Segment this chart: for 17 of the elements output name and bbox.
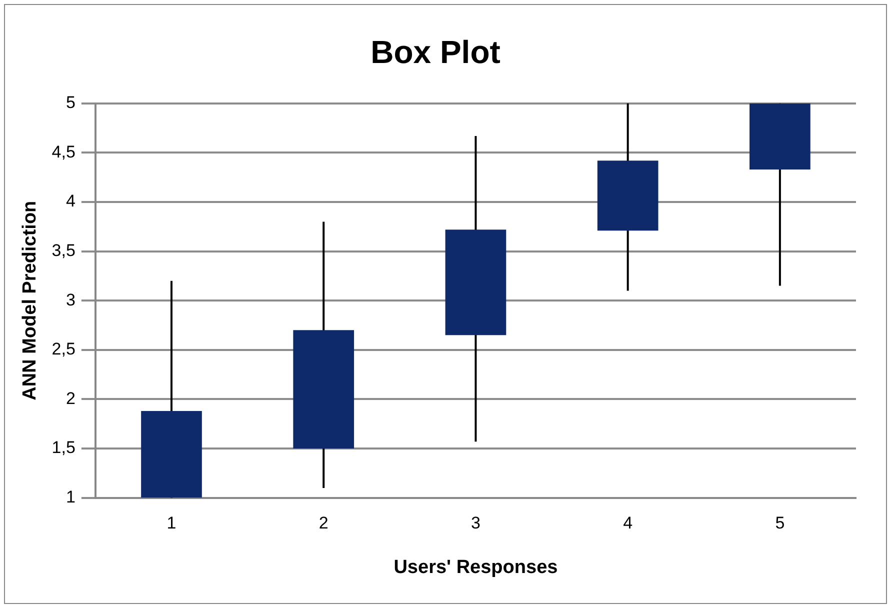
y-tick-label: 2: [66, 388, 76, 408]
y-tick-label: 3: [66, 290, 76, 310]
y-tick-label: 2,5: [52, 340, 76, 359]
y-tick-label: 3,5: [52, 240, 76, 260]
chart-title: Box Plot: [370, 34, 501, 70]
x-tick-label: 1: [166, 514, 176, 533]
y-tick-label: 4,5: [52, 142, 76, 162]
y-tick-label: 5: [66, 93, 76, 112]
x-tick-label: 5: [775, 514, 785, 533]
x-tick-label: 3: [470, 514, 480, 533]
y-tick-label: 4: [66, 192, 76, 211]
x-axis-title: Users' Responses: [394, 556, 558, 578]
x-tick-label: 4: [623, 514, 633, 533]
y-tick-label: 1: [66, 487, 76, 506]
x-tick-label: 2: [318, 514, 328, 533]
y-axis-title: ANN Model Prediction: [20, 200, 41, 400]
y-tick-label: 1,5: [52, 438, 76, 458]
